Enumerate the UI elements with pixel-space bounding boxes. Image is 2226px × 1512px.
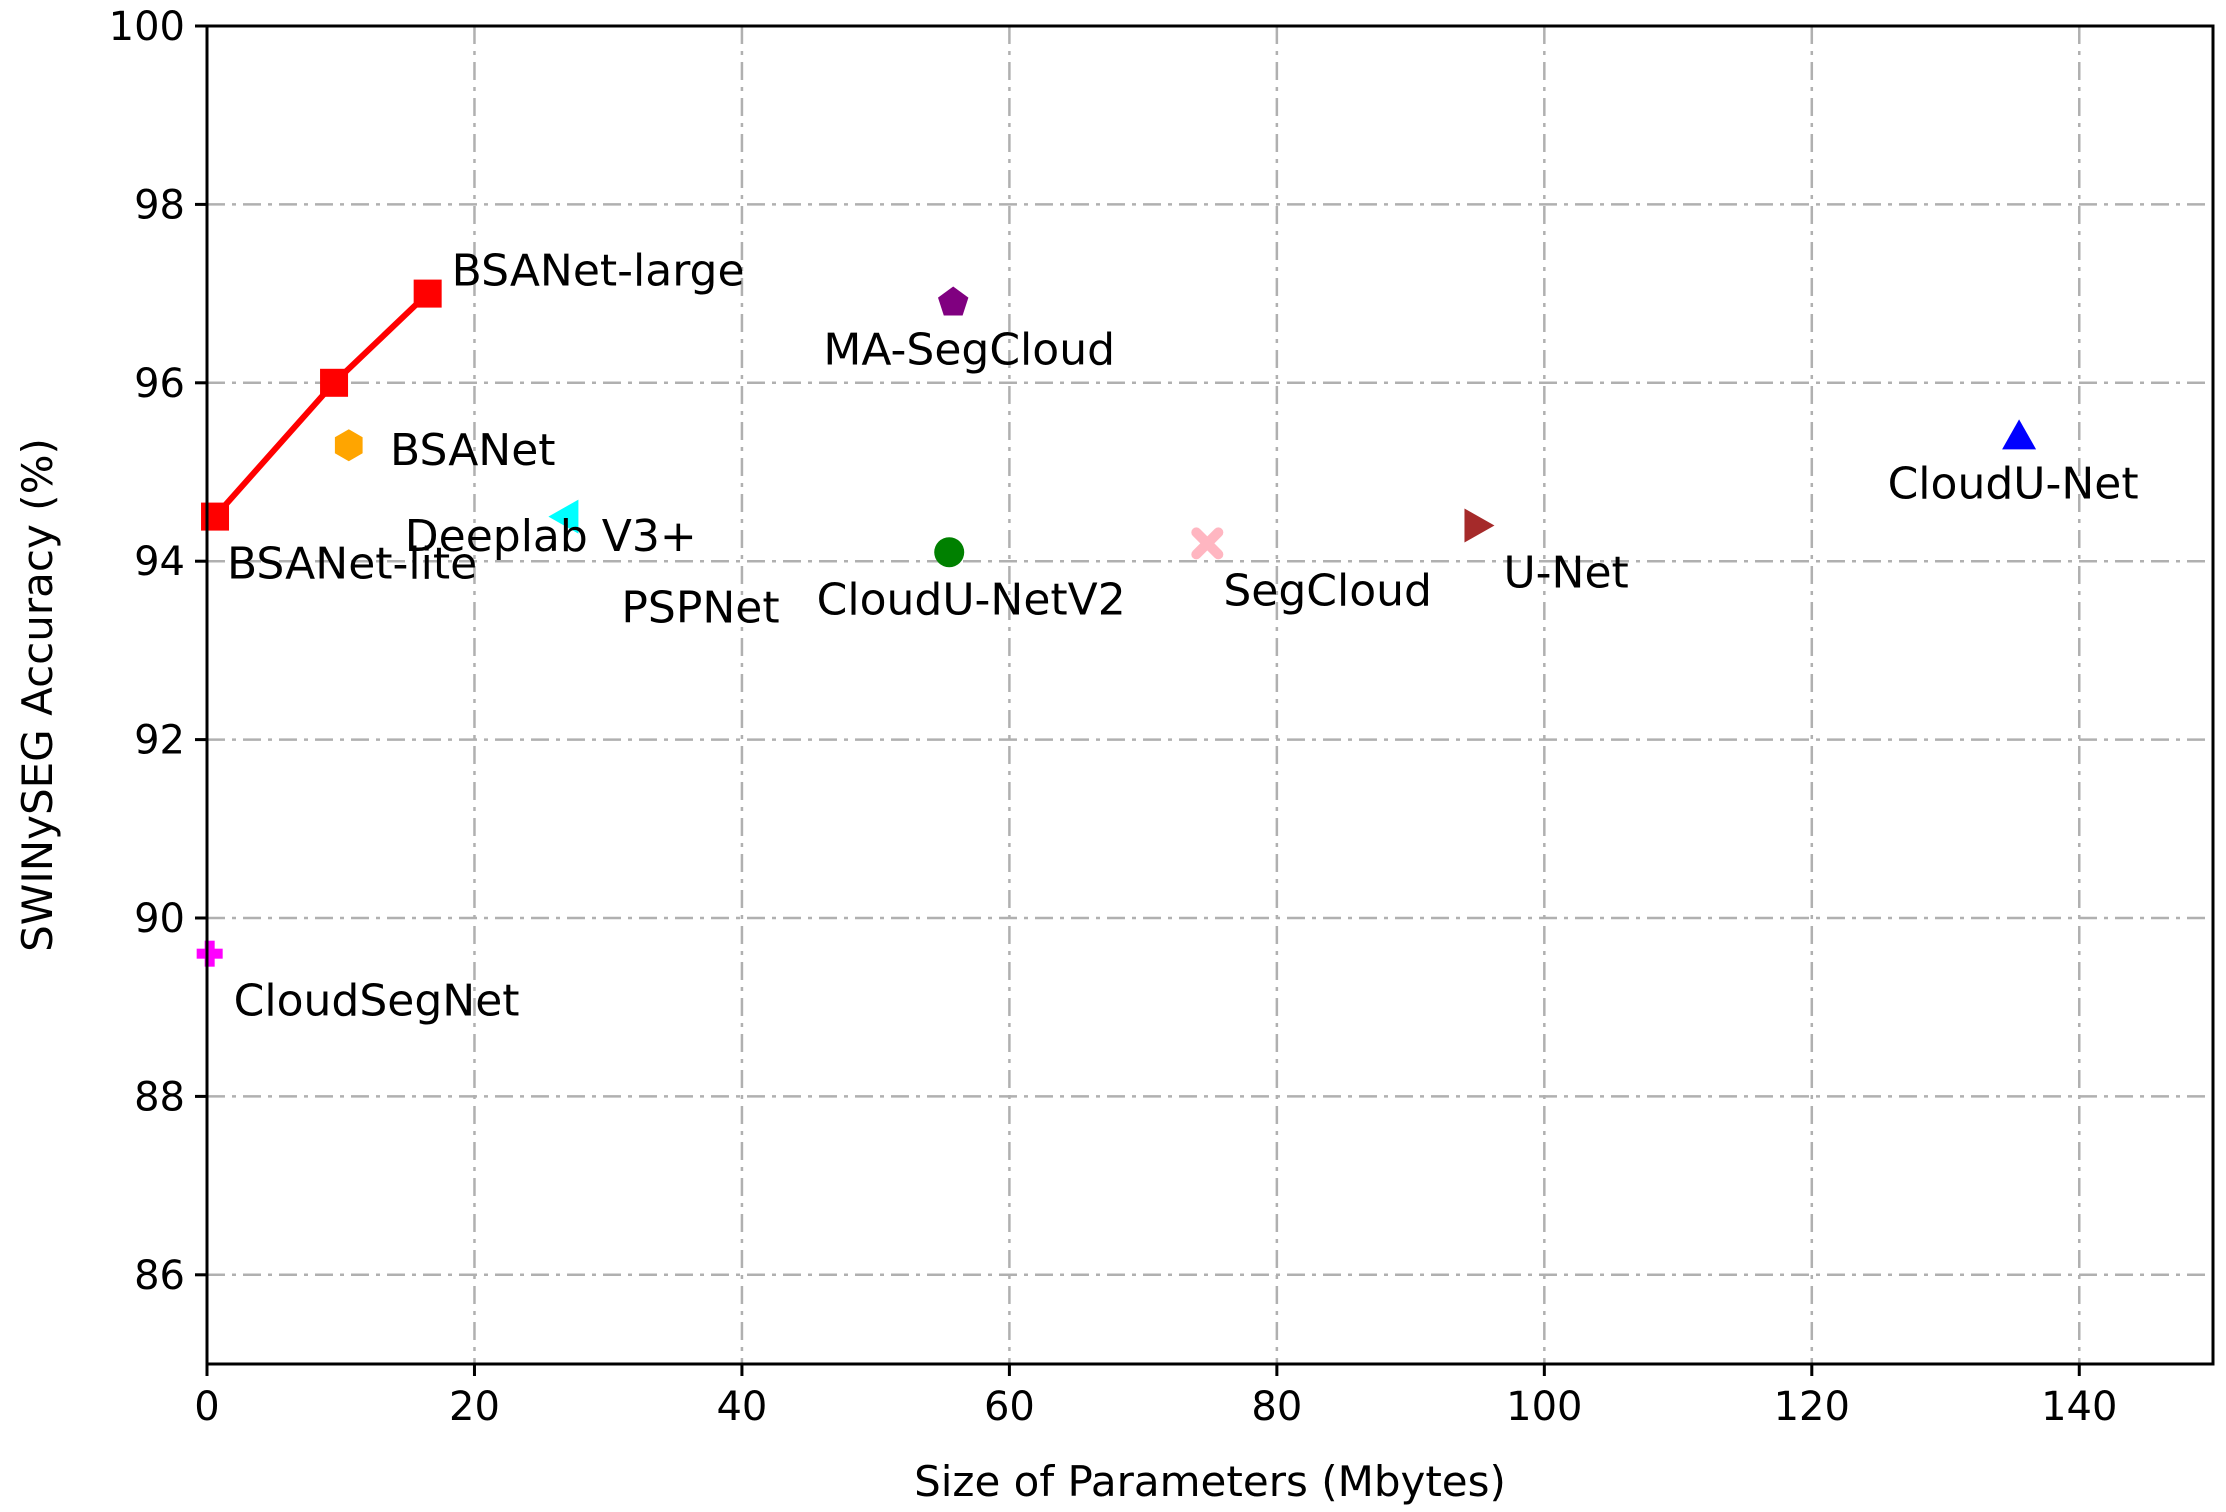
marker-segcloud: [1191, 527, 1224, 560]
label-bsanet-lite: BSANet-lite: [227, 539, 477, 590]
x-tick-label: 120: [1774, 1384, 1850, 1430]
label-deeplab-v3: Deeplab V3+: [405, 511, 697, 562]
label-ma-segcloud: MA-SegCloud: [823, 325, 1115, 376]
y-tick-label: 92: [134, 718, 185, 764]
y-tick-label: 96: [134, 361, 185, 407]
label-u-net: U-Net: [1503, 548, 1628, 599]
label-cloudu-netv2: CloudU-NetV2: [817, 574, 1126, 625]
x-tick-label: 60: [984, 1384, 1035, 1430]
y-tick-label: 98: [134, 182, 185, 228]
marker-bsanet-large: [413, 279, 442, 308]
marker-ma-segcloud: [938, 286, 969, 316]
label-bsanet: BSANet: [390, 425, 555, 476]
y-tick-label: 94: [134, 539, 185, 585]
y-tick-label: 88: [134, 1074, 185, 1120]
plus-bar: [204, 940, 215, 967]
marker-cloudsegnet: [196, 940, 223, 967]
point-labels: BSANet-lite BSANet BSANet-large Deeplab V3+…: [227, 246, 2139, 1027]
label-cloudsegnet: CloudSegNet: [234, 976, 520, 1027]
marker-pspnet: [548, 499, 579, 534]
y-tick-label: 100: [109, 4, 185, 50]
x-tick-label: 140: [2041, 1384, 2117, 1430]
marker-bsanet: [320, 368, 349, 397]
marker-cloudu-netv2: [934, 537, 965, 568]
x-tick-label: 20: [449, 1384, 500, 1430]
x-tick-label: 40: [716, 1384, 767, 1430]
data-points: [196, 279, 2037, 967]
marker-cloudu-net: [2002, 419, 2037, 450]
bsanet-line-layer: [212, 291, 430, 519]
x-stroke: [1191, 527, 1224, 560]
plot-frame: [205, 24, 2215, 1366]
x-tick-label: 0: [194, 1384, 219, 1430]
label-cloudu-net: CloudU-Net: [1888, 458, 2139, 509]
marker-deeplab-v3: [334, 429, 363, 462]
x-axis-label: Size of Parameters (Mbytes): [914, 1457, 1506, 1506]
label-bsanet-large: BSANet-large: [452, 246, 745, 297]
x-tick-label: 80: [1251, 1384, 1302, 1430]
marker-u-net: [1464, 508, 1495, 543]
x-tick-label: 100: [1506, 1384, 1582, 1430]
y-tick-label: 90: [134, 896, 185, 942]
bsanet-series-line: [212, 291, 430, 519]
grid-lines: [207, 26, 2213, 1364]
y-axis-label: SWINySEG Accuracy (%): [13, 438, 62, 952]
axis-ticks: 0 20 40 60 80 100 120 140 86 88 90 92 94 96 98 100: [109, 4, 2118, 1430]
y-tick-label: 86: [134, 1253, 185, 1299]
marker-bsanet-lite: [201, 502, 230, 531]
label-pspnet: PSPNet: [621, 583, 779, 634]
label-segcloud: SegCloud: [1223, 565, 1432, 616]
